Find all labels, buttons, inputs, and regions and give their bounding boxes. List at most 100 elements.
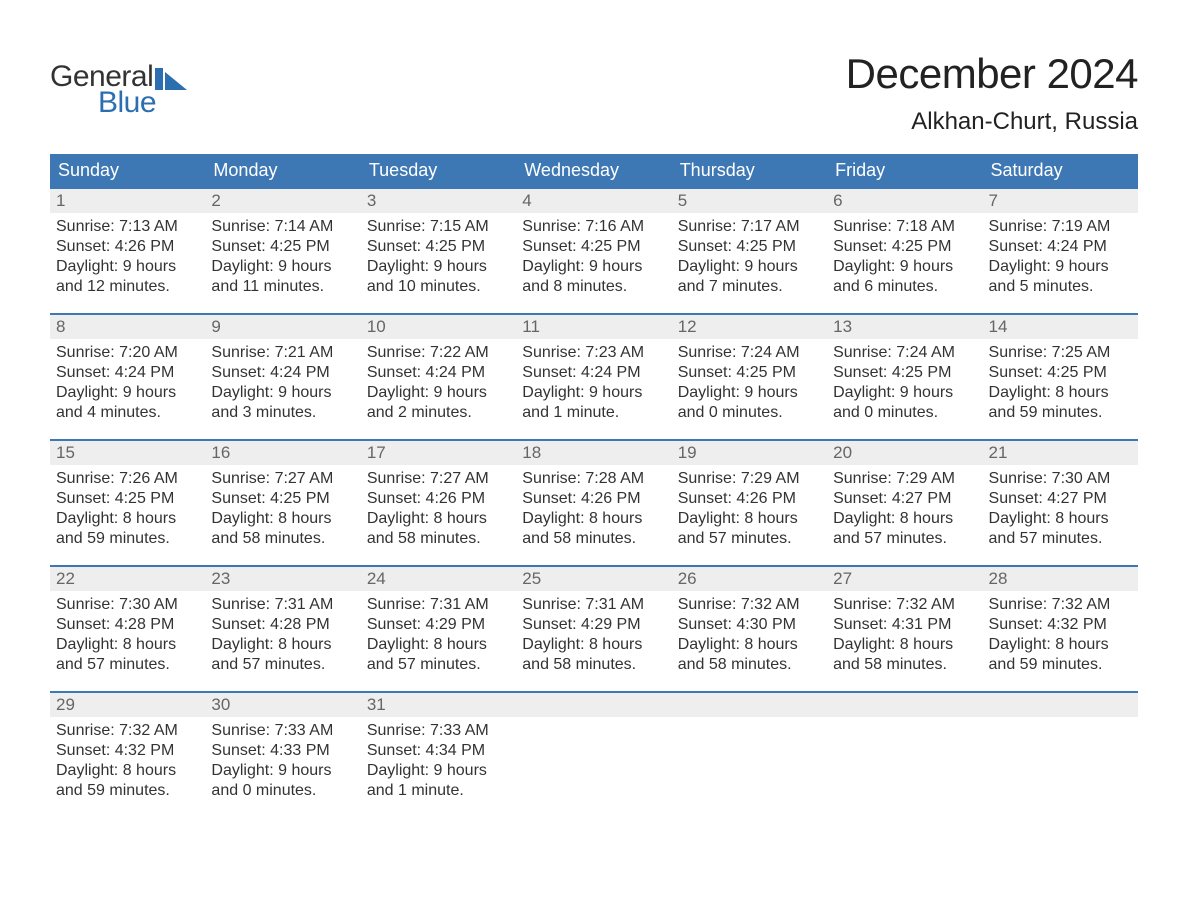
sunrise-line: Sunrise: 7:21 AM [211,343,354,363]
sunrise-line: Sunrise: 7:27 AM [367,469,510,489]
sunset-line: Sunset: 4:26 PM [678,489,821,509]
sunset-line: Sunset: 4:25 PM [833,237,976,257]
day-content: Sunrise: 7:32 AMSunset: 4:32 PMDaylight:… [50,717,205,811]
d1-line: Daylight: 9 hours [56,257,199,277]
day-cell: 27Sunrise: 7:32 AMSunset: 4:31 PMDayligh… [827,567,982,691]
sunset-line: Sunset: 4:26 PM [522,489,665,509]
d2-line: and 1 minute. [367,781,510,801]
sunrise-line: Sunrise: 7:33 AM [211,721,354,741]
day-cell: 5Sunrise: 7:17 AMSunset: 4:25 PMDaylight… [672,189,827,313]
d2-line: and 0 minutes. [833,403,976,423]
sunrise-line: Sunrise: 7:16 AM [522,217,665,237]
week-row: 1Sunrise: 7:13 AMSunset: 4:26 PMDaylight… [50,187,1138,313]
weekday-header-row: SundayMondayTuesdayWednesdayThursdayFrid… [50,154,1138,187]
day-content: Sunrise: 7:28 AMSunset: 4:26 PMDaylight:… [516,465,671,559]
day-cell: 31Sunrise: 7:33 AMSunset: 4:34 PMDayligh… [361,693,516,817]
sunset-line: Sunset: 4:29 PM [367,615,510,635]
sunrise-line: Sunrise: 7:32 AM [833,595,976,615]
d1-line: Daylight: 8 hours [989,509,1132,529]
d2-line: and 5 minutes. [989,277,1132,297]
day-content: Sunrise: 7:30 AMSunset: 4:27 PMDaylight:… [983,465,1138,559]
day-cell: 24Sunrise: 7:31 AMSunset: 4:29 PMDayligh… [361,567,516,691]
d2-line: and 59 minutes. [989,655,1132,675]
title-block: December 2024 Alkhan-Churt, Russia [846,50,1138,136]
sunrise-line: Sunrise: 7:30 AM [56,595,199,615]
d2-line: and 0 minutes. [678,403,821,423]
d1-line: Daylight: 9 hours [989,257,1132,277]
day-number: 10 [361,315,516,339]
d1-line: Daylight: 9 hours [833,383,976,403]
day-cell: 20Sunrise: 7:29 AMSunset: 4:27 PMDayligh… [827,441,982,565]
sunrise-line: Sunrise: 7:23 AM [522,343,665,363]
sunset-line: Sunset: 4:28 PM [211,615,354,635]
day-number: 6 [827,189,982,213]
day-content: Sunrise: 7:16 AMSunset: 4:25 PMDaylight:… [516,213,671,307]
day-number: 27 [827,567,982,591]
d1-line: Daylight: 8 hours [56,509,199,529]
d1-line: Daylight: 9 hours [211,761,354,781]
d2-line: and 0 minutes. [211,781,354,801]
sunset-line: Sunset: 4:25 PM [833,363,976,383]
day-cell: 17Sunrise: 7:27 AMSunset: 4:26 PMDayligh… [361,441,516,565]
day-number: 3 [361,189,516,213]
d1-line: Daylight: 9 hours [678,383,821,403]
day-content: Sunrise: 7:23 AMSunset: 4:24 PMDaylight:… [516,339,671,433]
d1-line: Daylight: 9 hours [367,257,510,277]
d2-line: and 57 minutes. [211,655,354,675]
day-content: Sunrise: 7:32 AMSunset: 4:31 PMDaylight:… [827,591,982,685]
d2-line: and 58 minutes. [367,529,510,549]
day-cell [672,693,827,817]
d2-line: and 8 minutes. [522,277,665,297]
sunset-line: Sunset: 4:24 PM [522,363,665,383]
sunset-line: Sunset: 4:24 PM [56,363,199,383]
month-title: December 2024 [846,50,1138,98]
day-number: 20 [827,441,982,465]
page-header: General Blue December 2024 Alkhan-Churt,… [50,50,1138,136]
day-cell: 29Sunrise: 7:32 AMSunset: 4:32 PMDayligh… [50,693,205,817]
day-content: Sunrise: 7:29 AMSunset: 4:27 PMDaylight:… [827,465,982,559]
sunset-line: Sunset: 4:26 PM [56,237,199,257]
day-number: 29 [50,693,205,717]
day-cell: 30Sunrise: 7:33 AMSunset: 4:33 PMDayligh… [205,693,360,817]
d1-line: Daylight: 9 hours [522,383,665,403]
week-row: 8Sunrise: 7:20 AMSunset: 4:24 PMDaylight… [50,313,1138,439]
day-cell: 22Sunrise: 7:30 AMSunset: 4:28 PMDayligh… [50,567,205,691]
day-cell: 23Sunrise: 7:31 AMSunset: 4:28 PMDayligh… [205,567,360,691]
d2-line: and 57 minutes. [56,655,199,675]
sunset-line: Sunset: 4:29 PM [522,615,665,635]
d2-line: and 58 minutes. [833,655,976,675]
sunset-line: Sunset: 4:26 PM [367,489,510,509]
d2-line: and 57 minutes. [678,529,821,549]
day-cell: 11Sunrise: 7:23 AMSunset: 4:24 PMDayligh… [516,315,671,439]
day-cell: 19Sunrise: 7:29 AMSunset: 4:26 PMDayligh… [672,441,827,565]
day-number: 9 [205,315,360,339]
d1-line: Daylight: 9 hours [522,257,665,277]
sunrise-line: Sunrise: 7:31 AM [211,595,354,615]
d1-line: Daylight: 8 hours [833,509,976,529]
day-cell: 1Sunrise: 7:13 AMSunset: 4:26 PMDaylight… [50,189,205,313]
day-number: 11 [516,315,671,339]
logo-word-2: Blue [98,86,156,120]
weekday-header: Monday [205,154,360,187]
calendar-grid: SundayMondayTuesdayWednesdayThursdayFrid… [50,154,1138,817]
d2-line: and 58 minutes. [678,655,821,675]
sunset-line: Sunset: 4:24 PM [211,363,354,383]
d2-line: and 6 minutes. [833,277,976,297]
sunrise-line: Sunrise: 7:22 AM [367,343,510,363]
day-cell: 12Sunrise: 7:24 AMSunset: 4:25 PMDayligh… [672,315,827,439]
day-content: Sunrise: 7:33 AMSunset: 4:34 PMDaylight:… [361,717,516,811]
day-cell: 16Sunrise: 7:27 AMSunset: 4:25 PMDayligh… [205,441,360,565]
sunrise-line: Sunrise: 7:31 AM [522,595,665,615]
d2-line: and 59 minutes. [56,529,199,549]
d1-line: Daylight: 9 hours [211,257,354,277]
day-content: Sunrise: 7:15 AMSunset: 4:25 PMDaylight:… [361,213,516,307]
day-content: Sunrise: 7:29 AMSunset: 4:26 PMDaylight:… [672,465,827,559]
sunrise-line: Sunrise: 7:18 AM [833,217,976,237]
day-number: 24 [361,567,516,591]
day-content: Sunrise: 7:32 AMSunset: 4:30 PMDaylight:… [672,591,827,685]
day-cell: 21Sunrise: 7:30 AMSunset: 4:27 PMDayligh… [983,441,1138,565]
day-number: 26 [672,567,827,591]
calendar-page: General Blue December 2024 Alkhan-Churt,… [0,0,1188,817]
sunset-line: Sunset: 4:25 PM [989,363,1132,383]
sunrise-line: Sunrise: 7:32 AM [678,595,821,615]
